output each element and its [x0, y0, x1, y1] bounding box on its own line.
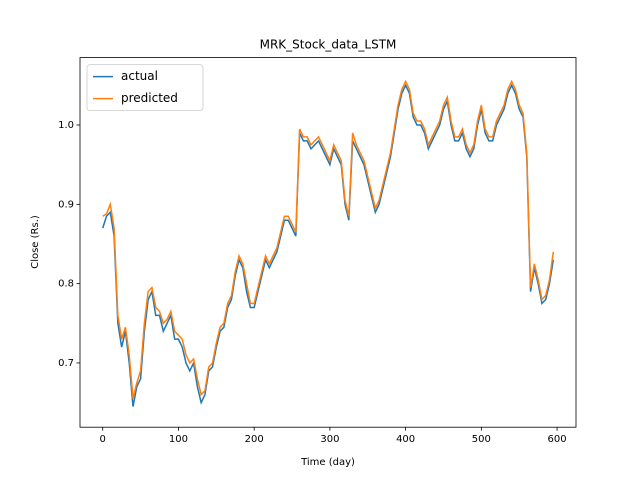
plot-frame: [79, 57, 577, 428]
chart-title: MRK_Stock_data_LSTM: [260, 38, 397, 52]
line-series: [102, 83, 555, 407]
x-tick-label: 100: [169, 434, 188, 445]
y-axis-label: Close (Rs.): [30, 215, 41, 269]
y-tick-label: 1.0: [58, 120, 74, 131]
legend-label: actual: [121, 69, 158, 83]
x-tick-label: 0: [100, 434, 106, 445]
line-series: [102, 79, 555, 399]
x-tick-label: 400: [396, 434, 415, 445]
legend-label: predicted: [121, 91, 178, 105]
x-axis-label: Time (day): [300, 457, 355, 468]
x-tick-label: 500: [472, 434, 491, 445]
y-tick-label: 0.9: [58, 199, 74, 210]
y-tick-label: 0.7: [58, 358, 74, 369]
y-tick-label: 0.8: [58, 279, 74, 290]
x-tick-label: 300: [320, 434, 339, 445]
x-tick-label: 200: [245, 434, 264, 445]
legend-box: [86, 64, 204, 111]
x-tick-label: 600: [548, 434, 567, 445]
